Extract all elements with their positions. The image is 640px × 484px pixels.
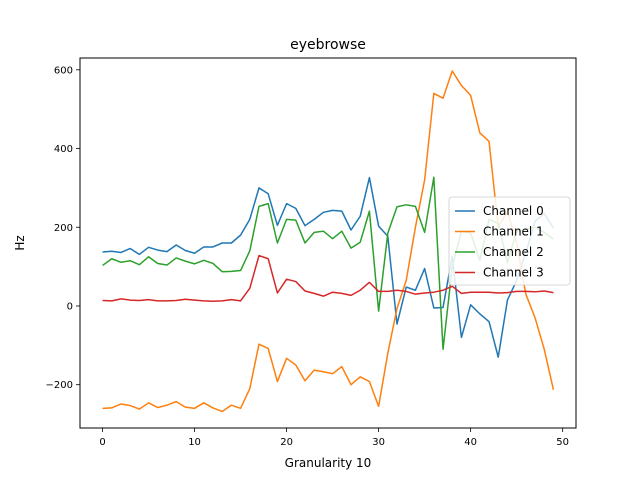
series-line-channel-3 bbox=[102, 254, 554, 303]
x-tick-label: 50 bbox=[556, 437, 569, 448]
legend-label: Channel 0 bbox=[483, 204, 544, 218]
x-axis-label: Granularity 10 bbox=[285, 456, 372, 470]
tick-layer: 0 10 20 30 40 50 −200 0 200 400 600 bbox=[46, 65, 569, 448]
y-tick-label: 0 bbox=[67, 301, 73, 312]
series-line-channel-0 bbox=[102, 176, 555, 358]
legend: Channel 0 Channel 1 Channel 2 Channel 3 bbox=[448, 196, 571, 286]
legend-label: Channel 1 bbox=[483, 225, 544, 239]
legend-label: Channel 2 bbox=[483, 245, 544, 259]
legend-label: Channel 3 bbox=[483, 266, 544, 280]
legend-box bbox=[448, 196, 571, 286]
axes-frame bbox=[79, 57, 577, 429]
y-tick-label: −200 bbox=[46, 380, 73, 391]
x-tick-label: 20 bbox=[280, 437, 293, 448]
x-tick-label: 40 bbox=[464, 437, 477, 448]
x-tick-label: 30 bbox=[372, 437, 385, 448]
chart-title: eyebrowse bbox=[290, 37, 366, 53]
x-tick-label: 0 bbox=[99, 437, 105, 448]
x-tick-label: 10 bbox=[188, 437, 201, 448]
y-tick-label: 600 bbox=[54, 65, 73, 76]
series-line-channel-1 bbox=[102, 70, 555, 413]
y-tick-label: 200 bbox=[54, 223, 73, 234]
y-axis-label: Hz bbox=[13, 235, 27, 250]
y-tick-label: 400 bbox=[54, 144, 73, 155]
